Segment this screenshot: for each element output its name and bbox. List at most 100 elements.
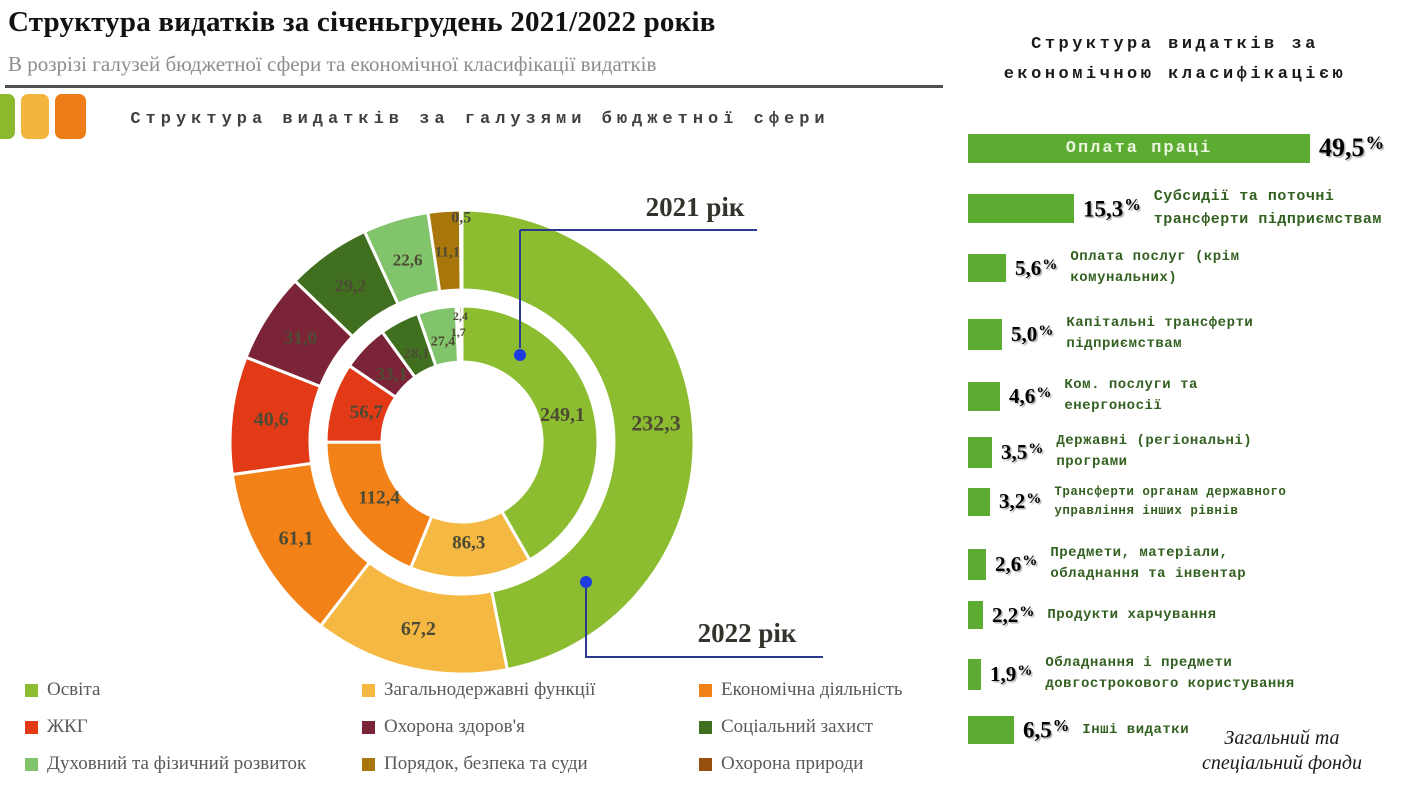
donut-value-label: 1,7 bbox=[451, 325, 466, 339]
donut-value-label: 61,1 bbox=[279, 528, 314, 550]
donut-value-label: 31,0 bbox=[284, 328, 317, 349]
legend-swatch bbox=[25, 683, 38, 697]
econ-label: Державні (регіональні) програми bbox=[1056, 433, 1253, 470]
donut-value-label: 232,3 bbox=[631, 410, 681, 435]
legend-swatch bbox=[362, 683, 375, 697]
legend-item: Економічна діяльність bbox=[699, 679, 949, 701]
donut-value-label: 28,1 bbox=[403, 346, 429, 362]
econ-row: 5,6% Оплата послуг (крім комунальних) bbox=[968, 247, 1410, 289]
econ-bar bbox=[968, 436, 992, 468]
econ-percent: 15,3% bbox=[1083, 194, 1141, 222]
econ-row: Оплата праці 49,5% bbox=[968, 133, 1410, 163]
donut-svg: 232,3 67,2 61,1 40,6 31,0 29,2 22,6 11,1 0,5 249,… bbox=[228, 208, 823, 676]
legend-label: Порядок, безпека та суди bbox=[384, 753, 588, 774]
legend-item: Соціальний захист bbox=[699, 716, 949, 738]
econ-percent: 49,5% bbox=[1319, 133, 1385, 163]
donut-ring-inner: 249,1 86,3 112,4 56,7 33,1 28,127,41,7 2,4 bbox=[324, 304, 600, 580]
donut-value-label: 33,1 bbox=[376, 364, 408, 384]
donut-value-label: 40,6 bbox=[254, 409, 289, 431]
legend-item: Порядок, безпека та суди bbox=[362, 753, 699, 775]
econ-row: 4,6% Ком. послуги та енергоносії bbox=[968, 375, 1410, 417]
legend-label: Загальнодержавні функції bbox=[384, 679, 596, 700]
econ-percent: 5,6% bbox=[1015, 255, 1058, 280]
econ-row: 1,9% Обладнання і предмети довгостроковог… bbox=[968, 653, 1410, 695]
econ-bar bbox=[968, 194, 1074, 223]
econ-percent: 4,6% bbox=[1009, 383, 1052, 408]
legend-item: Загальнодержавні функції bbox=[362, 679, 699, 701]
legend-label: Духовний та фізичний розвиток bbox=[47, 753, 307, 774]
donut-value-label: 2,4 bbox=[453, 309, 468, 323]
econ-percent: 1,9% bbox=[990, 661, 1033, 686]
decor-square-green bbox=[0, 94, 15, 139]
legend-item: ЖКГ bbox=[25, 716, 362, 738]
donut-slice bbox=[460, 304, 600, 563]
donut-value-label: 112,4 bbox=[358, 487, 400, 508]
econ-row: 2,2% Продукти харчування bbox=[968, 601, 1410, 629]
donut-value-label: 29,2 bbox=[335, 276, 367, 296]
page-subtitle: В розрізі галузей бюджетної сфери та еко… bbox=[8, 52, 657, 76]
econ-bar: Оплата праці bbox=[968, 133, 1310, 163]
legend-swatch bbox=[25, 720, 38, 734]
page-title: Структура видатків за січеньгрудень 2021… bbox=[8, 6, 716, 38]
econ-bar bbox=[968, 487, 990, 516]
donut-value-label: 27,4 bbox=[431, 334, 456, 349]
legend-swatch bbox=[699, 720, 712, 734]
callout-line bbox=[519, 229, 757, 348]
econ-percent: 5,0% bbox=[1011, 321, 1054, 346]
legend-swatch bbox=[699, 757, 712, 771]
legend-label: Охорона природи bbox=[721, 753, 864, 774]
legend-label: ЖКГ bbox=[47, 716, 88, 737]
header-rule bbox=[5, 85, 943, 88]
econ-label: Субсидії та поточні трансферти підприємс… bbox=[1153, 188, 1382, 228]
econ-percent: 2,6% bbox=[995, 551, 1038, 576]
econ-label: Обладнання і предмети довгострокового ко… bbox=[1045, 655, 1295, 692]
callout-2022-label: 2022 рік bbox=[697, 618, 797, 648]
donut-value-label: 86,3 bbox=[452, 532, 485, 553]
econ-label: Продукти харчування bbox=[1047, 606, 1217, 623]
legend-item: Освіта bbox=[25, 679, 362, 701]
econ-bar bbox=[968, 318, 1002, 350]
legend-label: Освіта bbox=[47, 679, 101, 700]
legend-label: Економічна діяльність bbox=[721, 679, 903, 700]
callout-2021-label: 2021 рік bbox=[645, 192, 745, 222]
donut-slice bbox=[460, 208, 696, 672]
funds-note: Загальний та спеціальний фонди bbox=[1201, 727, 1363, 774]
econ-percent: 2,2% bbox=[992, 602, 1035, 627]
legend-item: Охорона здоров'я bbox=[362, 716, 699, 738]
legend-item: Духовний та фізичний розвиток bbox=[25, 753, 362, 775]
econ-label: Інші видатки bbox=[1082, 721, 1190, 738]
econ-label: Ком. послуги та енергоносії bbox=[1064, 377, 1198, 414]
legend-label: Соціальний захист bbox=[721, 716, 873, 737]
donut-ring-outer: 232,3 67,2 61,1 40,6 31,0 29,2 22,6 11,1 0,5 bbox=[228, 208, 696, 676]
legend-swatch bbox=[25, 757, 38, 771]
legend-label: Охорона здоров'я bbox=[384, 716, 525, 737]
econ-label: Капітальні трансферти підприємствам bbox=[1066, 315, 1254, 352]
econ-bar bbox=[968, 716, 1014, 744]
donut-value-label: 249,1 bbox=[540, 404, 585, 426]
decor-square-yellow bbox=[21, 94, 49, 139]
donut-value-label: 56,7 bbox=[350, 402, 384, 423]
econ-percent: 3,2% bbox=[999, 489, 1042, 514]
econ-bar bbox=[968, 381, 1000, 411]
econ-row: 5,0% Капітальні трансферти підприємствам bbox=[968, 313, 1410, 355]
econ-row: 2,6% Предмети, матеріали, обладнання та і… bbox=[968, 543, 1410, 585]
econ-row: 3,2% Трансферти органам державного управл… bbox=[968, 483, 1410, 521]
decor-square-orange bbox=[55, 94, 86, 139]
donut-value-label: 22,6 bbox=[393, 250, 423, 269]
econ-row: 3,5% Державні (регіональні) програми bbox=[968, 431, 1410, 473]
econ-bar bbox=[968, 548, 986, 580]
callout-line bbox=[585, 586, 823, 658]
legend: Освіта Загальнодержавні функції Економічна… bbox=[25, 679, 955, 775]
legend-swatch bbox=[362, 757, 375, 771]
econ-bar bbox=[968, 658, 981, 690]
legend-swatch bbox=[362, 720, 375, 734]
legend-swatch bbox=[699, 683, 712, 697]
econ-percent: 6,5% bbox=[1023, 716, 1070, 743]
legend-item: Охорона природи bbox=[699, 753, 949, 775]
callout-dot bbox=[580, 576, 592, 588]
econ-label: Предмети, матеріали, обладнання та інвен… bbox=[1050, 545, 1247, 582]
econ-bar bbox=[968, 254, 1006, 282]
econ-panel: Структура видатків за економічною класиф… bbox=[955, 0, 1410, 792]
econ-bar bbox=[968, 601, 983, 629]
econ-label: Оплата послуг (крім комунальних) bbox=[1070, 249, 1240, 286]
